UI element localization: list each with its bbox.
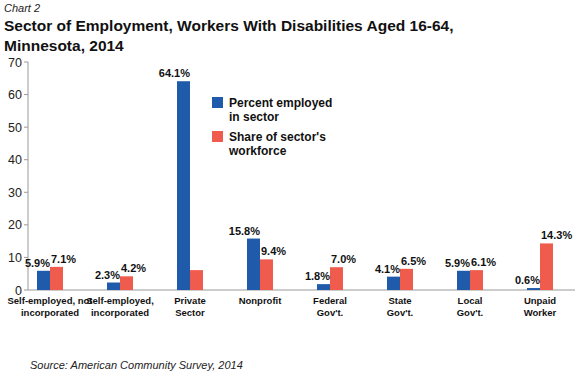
data-label: 2.3% [95,269,120,281]
y-tick-label: 50 [8,121,22,135]
bar [260,259,273,290]
y-tick [24,159,28,160]
data-label: 14.3% [541,229,572,241]
y-tick [24,224,28,225]
y-tick-label: 20 [8,218,22,232]
y-tick-label: 40 [8,153,22,167]
data-label: 4.2% [121,262,146,274]
y-tick [24,192,28,193]
x-tick-label: Nonprofit [239,295,283,306]
legend-label: Percent employedin sector [229,96,332,124]
bar [37,271,50,290]
bar [177,81,190,290]
bar [50,267,63,290]
chart: Chart 2 Sector of Employment, Workers Wit… [0,0,578,378]
y-tick-label: 70 [8,56,22,70]
bar [330,267,343,290]
bar [247,239,260,290]
bar [120,276,133,290]
bar [387,277,400,290]
bars [37,81,553,290]
x-tick-label: Self-employed,incorporated [86,295,154,318]
x-tick-label: UnpaidWorker [524,295,557,318]
bar [470,270,483,290]
data-label: 7.1% [51,253,76,265]
x-tick-label: Self-employed, notincorporated [8,295,94,318]
data-label: 0.6% [515,274,540,286]
y-tick [24,127,28,128]
x-tick-label: FederalGov't. [313,295,347,318]
chart-label: Chart 2 [4,2,40,14]
y-tick [24,62,28,63]
legend: Percent employedin sector Share of sector… [212,96,332,158]
data-label: 1.8% [305,270,330,282]
y-tick-label: 30 [8,186,22,200]
bar [527,288,540,290]
bar [107,283,120,290]
x-tick-label: StateGov't. [387,295,414,318]
y-tick [24,94,28,95]
legend-swatch [212,97,223,108]
legend-swatch [212,131,223,142]
data-label: 5.9% [445,257,470,269]
y-tick [24,290,28,291]
data-label: 64.1% [159,67,190,79]
y-tick-label: 60 [8,88,22,102]
bar [540,243,553,290]
data-label: 6.5% [401,255,426,267]
data-label: 4.1% [375,263,400,275]
data-label: 15.8% [229,225,260,237]
x-tick-label: LocalGov't. [457,295,484,318]
data-label: 6.1% [471,256,496,268]
bar [400,269,413,290]
data-label: 9.4% [261,245,286,257]
bar [317,284,330,290]
data-label: 7.0% [331,253,356,265]
y-tick-label: 10 [8,251,22,265]
title: Sector of Employment, Workers With Disab… [4,17,453,54]
data-labels: 5.9% 2.3% 64.1% 15.8% 1.8% 4.1% 5.9% 0.6% 7.1% 4.… [25,67,572,286]
source: Source: American Community Survey, 2014 [30,359,243,371]
data-label: 5.9% [25,257,50,269]
bar [457,271,470,290]
bar [190,270,203,290]
legend-label: Share of sector'sworkforce [228,130,326,158]
x-tick-label: PrivateSector [174,295,206,318]
